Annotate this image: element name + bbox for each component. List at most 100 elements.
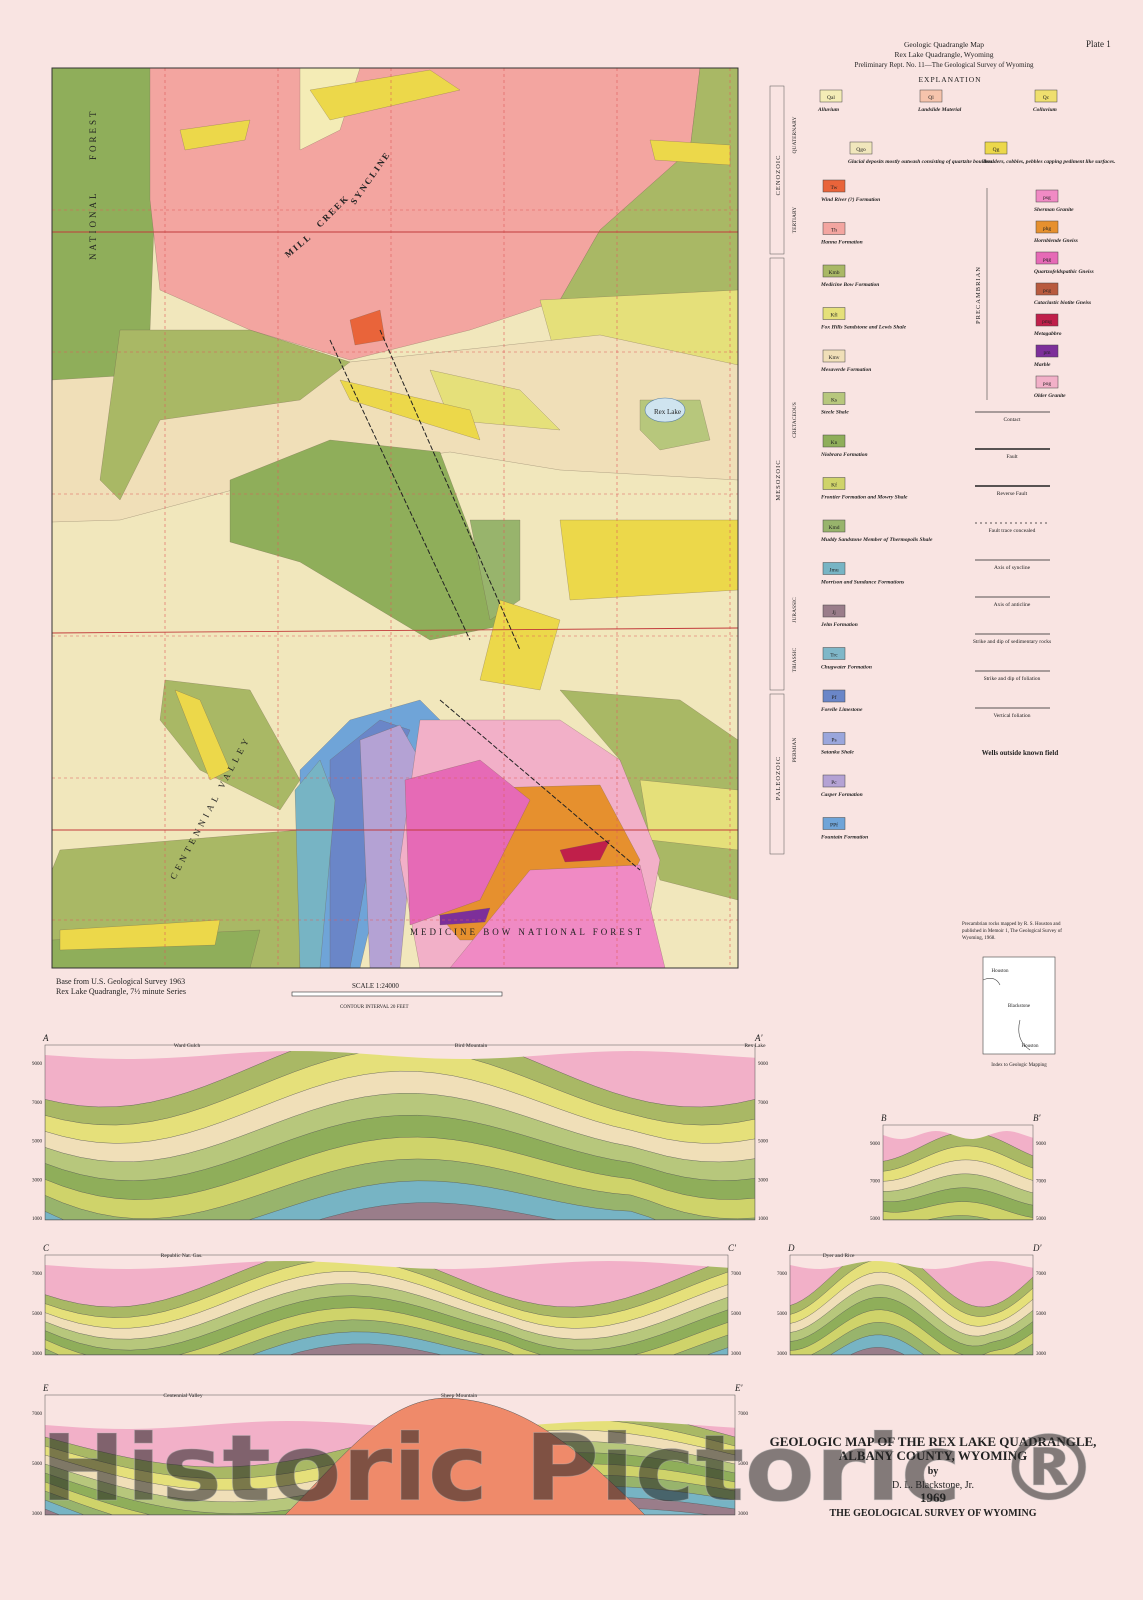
unit-name: Alluvium [817, 107, 840, 113]
section-frame [44, 1044, 756, 1221]
unit-code: Ps [831, 738, 836, 744]
unit-name: Steele Shale [821, 410, 849, 416]
elevation-label: 3000 [738, 1512, 749, 1517]
cross-section-trace [52, 627, 738, 634]
period-label: CRETACEOUS [792, 402, 798, 438]
explanation-title: EXPLANATION [918, 75, 981, 84]
granite-core [284, 1397, 646, 1515]
unit-name: Fox Hills Sandstone and Lewis Shale [821, 325, 907, 331]
unit-code: Pc [831, 780, 837, 786]
index-boundary [982, 978, 1031, 1051]
unit-code: pqg [1043, 257, 1052, 263]
symbol-label: Fault trace concealed [989, 528, 1036, 534]
unit-name: Morrison and Sundance Formations [820, 580, 904, 586]
unit-name: Mesaverde Formation [820, 367, 871, 373]
elevation-label: 5000 [1036, 1217, 1047, 1222]
map-unit [449, 864, 666, 968]
era-box [769, 85, 785, 255]
unit-code: pmg [1042, 319, 1052, 325]
unit-swatch [849, 141, 873, 155]
unit-swatch [822, 689, 846, 703]
section-sky [45, 1395, 735, 1429]
precambrian-note: Precambrian rocks mapped by R. S. Housto… [962, 922, 1061, 927]
map-unit [639, 779, 738, 851]
unit-name: Frontier Formation and Mowry Shale [821, 495, 908, 501]
unit-swatch [1035, 251, 1059, 265]
section-end-label: E [42, 1383, 49, 1393]
unit-name: Jelm Formation [820, 622, 858, 628]
period-label: TRIASSIC [792, 647, 798, 672]
section-sky [883, 1125, 1033, 1139]
elevation-label: 7000 [731, 1272, 742, 1277]
scale-bar [291, 991, 503, 997]
map-unit [439, 907, 491, 926]
unit-name: Muddy Sandstone Member of Thermopolis Sh… [820, 537, 933, 543]
section-end-label: D' [1032, 1243, 1042, 1253]
map-body [52, 68, 738, 968]
index-area: Houston [992, 969, 1009, 974]
section-frame [789, 1254, 1034, 1356]
elevation-label: 3000 [32, 1352, 43, 1357]
unit-code: PPf [830, 822, 838, 829]
watermark: Historic Pictoric ® [40, 1415, 1100, 1522]
symbol-label: Axis of anticline [994, 601, 1031, 608]
section-feature: Centennial Valley [163, 1393, 202, 1399]
section-layer [45, 1180, 755, 1220]
section-end-label: C' [728, 1243, 737, 1253]
map-unit [479, 599, 561, 691]
section-feature: Ward Gulch [174, 1043, 201, 1049]
unit-code: Kmv [829, 355, 840, 361]
unit-code: phg [1043, 226, 1052, 232]
era-label: PRECAMBRIAN [975, 266, 982, 324]
section-end-label: B [881, 1113, 887, 1123]
index-area: Blackstone [1008, 1004, 1031, 1009]
index-area: Houston [1022, 1044, 1039, 1049]
section [883, 1125, 1033, 1220]
base-note: Base from U.S. Geological Survey 1963 [56, 977, 185, 986]
unit-swatch [984, 141, 1008, 155]
unit-swatch [822, 477, 846, 490]
unit-swatch [822, 179, 846, 193]
scale: SCALE 1:24000 [352, 982, 399, 990]
section-layer [883, 1201, 1033, 1220]
map-unit [174, 689, 231, 781]
unit-code: pcg [1043, 288, 1051, 294]
map-unit [179, 119, 251, 151]
symbol-label: Reverse Fault [997, 491, 1028, 497]
title-line: D. L. Blackstone, Jr. [892, 1480, 974, 1491]
header-line: Preliminary Rept. No. 11—The Geological … [854, 61, 1034, 69]
unit-swatch [822, 732, 846, 745]
unit-name: Glacial deposits mostly outwash consisti… [848, 159, 994, 165]
fault [439, 699, 641, 871]
section-sky [790, 1255, 1033, 1269]
unit-name: Cataclastic biotite Gneiss [1034, 300, 1091, 306]
title-line: ALBANY COUNTY, WYOMING [839, 1448, 1027, 1463]
elevation-label: 5000 [1036, 1312, 1047, 1317]
period-label: QUATERNARY [792, 116, 798, 153]
elevation-label: 5000 [731, 1312, 742, 1317]
era-box [769, 257, 785, 691]
map-label: MEDICINE BOW NATIONAL FOREST [410, 927, 644, 937]
unit-code: psg [1043, 195, 1051, 201]
unit-code: Qal [827, 95, 835, 101]
unit-swatch [822, 774, 846, 788]
section [45, 1255, 728, 1355]
elevation-label: 5000 [32, 1312, 43, 1317]
unit-code: Ks [831, 398, 837, 404]
precambrian-note: published in Memoir 1, The Geological Su… [962, 929, 1062, 934]
map-unit [229, 439, 506, 641]
elevation-label: 1000 [32, 1217, 43, 1222]
unit-swatch [822, 519, 846, 533]
unit-swatch [822, 817, 846, 830]
section-end-label: A' [754, 1033, 763, 1043]
title-line: THE GEOLOGICAL SURVEY OF WYOMING [829, 1508, 1036, 1519]
unit-swatch [822, 307, 846, 320]
symbol-label: Contact [1003, 417, 1021, 423]
section-frame [44, 1394, 736, 1516]
unit-swatch [822, 349, 846, 363]
section-layer [45, 1331, 728, 1355]
plate-number: Plate 1 [1086, 39, 1111, 49]
map-unit [469, 519, 521, 621]
map-unit [59, 919, 221, 951]
